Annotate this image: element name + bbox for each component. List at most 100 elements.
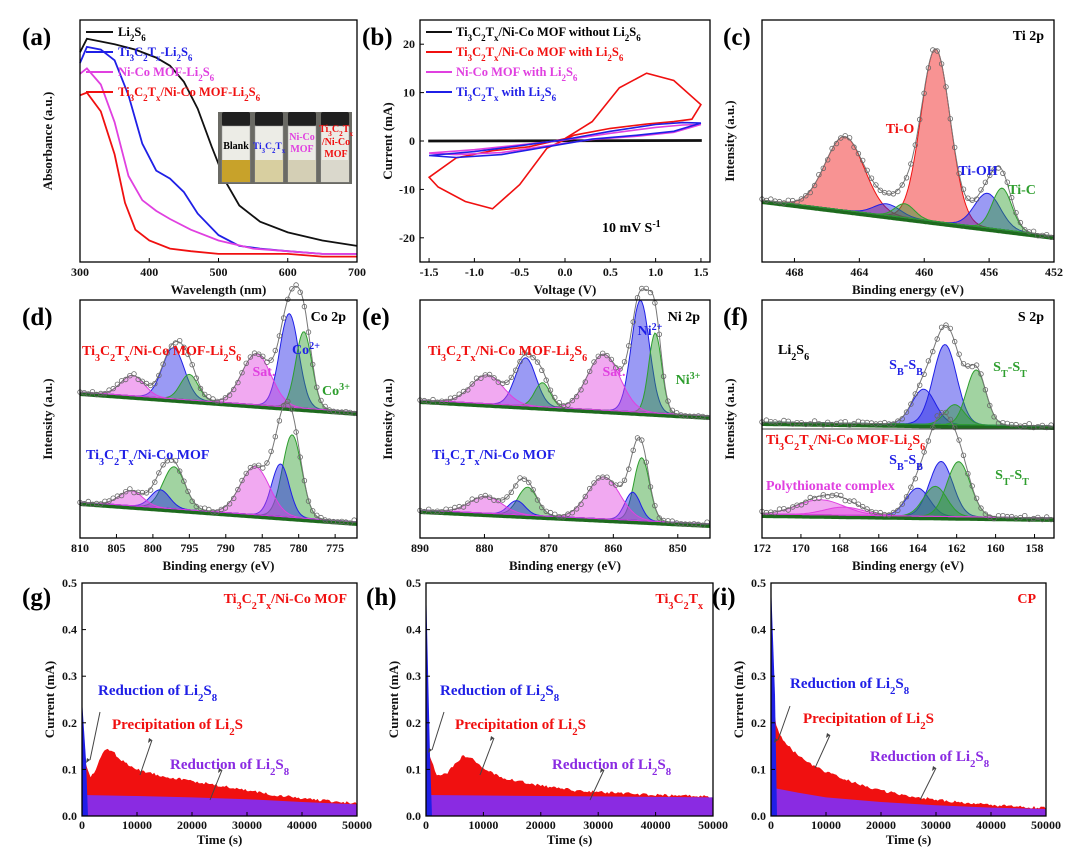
s2p-top-data-point bbox=[956, 351, 962, 357]
precipitation-area bbox=[771, 583, 1046, 816]
ni2p-top-data-point bbox=[604, 352, 610, 359]
x-axis-label: Binding energy (eV) bbox=[852, 558, 964, 573]
s2p-top-data-point bbox=[890, 421, 897, 427]
x-tick-label: -1.0 bbox=[465, 265, 484, 279]
panel-label: (e) bbox=[362, 304, 390, 331]
co2p-top-data-point bbox=[110, 385, 116, 392]
ni2p-top-data-point bbox=[530, 354, 536, 361]
ti2p-data-point bbox=[864, 167, 870, 173]
annotation-arrow bbox=[814, 734, 831, 769]
x-tick-label: 810 bbox=[71, 541, 89, 555]
ti2p-data-point bbox=[973, 196, 980, 202]
panel-b: -1.5 -1.0 -0.5 0.0 0.5 1.0 1.5 -20 -10 0 10 20 Volta… bbox=[362, 24, 708, 297]
spectrum-title: Ni 2p bbox=[668, 310, 701, 325]
co2p-top-data-point bbox=[206, 394, 212, 400]
spectrum-label: Li2S6 bbox=[778, 343, 809, 363]
ti2p-data-point bbox=[1004, 179, 1010, 185]
ti2p-data-point bbox=[807, 189, 813, 196]
s2p-bottom-data-point bbox=[1017, 514, 1024, 521]
y-axis-label: Intensity (a.u.) bbox=[722, 100, 737, 181]
co2p-top-data-point bbox=[197, 385, 204, 392]
ti2p-data-point bbox=[825, 157, 831, 163]
s2p-top-data-point bbox=[978, 371, 984, 377]
co2p-bottom-data-point bbox=[230, 495, 237, 502]
x-axis-label: Binding energy (eV) bbox=[509, 558, 621, 573]
x-tick-label: 452 bbox=[1045, 265, 1063, 279]
co2p-bottom-data-point bbox=[210, 509, 216, 515]
s2p-bottom-data-point bbox=[895, 507, 901, 514]
s2p-bottom-data-point bbox=[917, 464, 923, 470]
y-axis-label: Intensity (a.u.) bbox=[40, 378, 55, 459]
s2p-top-data-point bbox=[973, 362, 980, 368]
ni2p-bottom-data-point bbox=[508, 489, 514, 495]
peak-label: Co2+ bbox=[292, 341, 320, 359]
ni2p-top-data-point bbox=[504, 379, 510, 385]
s2p-bottom-data-point bbox=[921, 449, 927, 455]
reduction-area-base bbox=[771, 783, 1046, 816]
x-tick-label: 1.5 bbox=[693, 265, 708, 279]
ti2p-data-point bbox=[873, 182, 879, 188]
ni2p-bottom-data-point bbox=[521, 476, 528, 482]
y-axis-label: Intensity (a.u.) bbox=[380, 378, 395, 459]
reduction-area-base bbox=[82, 795, 357, 816]
vial-liquid bbox=[222, 160, 250, 182]
reduction-spike bbox=[426, 583, 432, 816]
co2p-top-data-point bbox=[330, 408, 337, 414]
panel-d-frame bbox=[79, 299, 358, 539]
panel-label: (i) bbox=[712, 584, 736, 611]
annotation-reduction-li2s8: Reduction of Li2S8 bbox=[98, 683, 218, 704]
spectrum-label: Ti3C2Tx/Ni-Co MOF-Li2S6 bbox=[766, 433, 925, 453]
s2p-bottom-data-point bbox=[965, 471, 971, 477]
co2p-top-data-point bbox=[322, 403, 328, 410]
ni2p-top-data-point bbox=[600, 350, 606, 356]
ni2p-top-data-point bbox=[486, 371, 493, 378]
spectrum-label: Ti3C2Tx/Ni-Co MOF-Li2S6 bbox=[82, 344, 241, 364]
s2p-top-data-point bbox=[991, 414, 997, 420]
annotation-arrow bbox=[919, 767, 937, 801]
co2p-top-data-point bbox=[239, 370, 245, 376]
s2p-top-data-point bbox=[825, 419, 831, 425]
legend-entry: Ni-Co MOF-Li2S6 bbox=[118, 65, 215, 83]
s2p-top-data-point bbox=[982, 387, 989, 393]
scan-rate-annotation: 10 mV S-1 bbox=[602, 219, 661, 237]
x-tick-label: 160 bbox=[987, 541, 1005, 555]
reduction-spike bbox=[82, 699, 88, 816]
x-tick-label: 30000 bbox=[921, 818, 951, 832]
annotation-arrowhead bbox=[490, 736, 494, 741]
series-title: Ti3C2Tx/Ni-Co MOF bbox=[224, 592, 347, 612]
y-tick-label: 0.5 bbox=[406, 576, 421, 590]
annotation-arrowhead bbox=[600, 768, 604, 773]
peak-label: ST-ST bbox=[995, 468, 1029, 488]
annotation-reduction-li2s8: Reduction of Li2S8 bbox=[790, 676, 910, 697]
annotation-arrowhead bbox=[148, 738, 152, 743]
annotation-arrowhead bbox=[932, 766, 936, 771]
x-tick-label: 870 bbox=[540, 541, 558, 555]
ti2p-data-point bbox=[838, 135, 844, 141]
panel-label: (a) bbox=[22, 24, 51, 51]
s2p-bottom-data-point bbox=[973, 495, 980, 501]
co2p-bottom-data-point bbox=[135, 489, 141, 495]
s2p-bottom-peak bbox=[762, 506, 1054, 519]
x-axis-label: Binding energy (eV) bbox=[852, 282, 964, 297]
y-tick-label: 0.3 bbox=[406, 669, 421, 683]
series-title: CP bbox=[1017, 592, 1036, 607]
x-tick-label: 700 bbox=[348, 265, 366, 279]
ni2p-bottom-data-point bbox=[700, 522, 706, 528]
co2p-top-data-point bbox=[164, 350, 170, 356]
panel-f: 172 170 168 166 164 162 160 158 Binding energy (… bbox=[722, 304, 1054, 573]
s2p-top-data-point bbox=[811, 418, 818, 424]
ni2p-top-data-point bbox=[491, 375, 497, 381]
y-tick-label: 0.3 bbox=[751, 669, 766, 683]
precipitation-area bbox=[82, 699, 357, 816]
ni2p-bottom-data-point bbox=[669, 518, 675, 524]
ni2p-top-data-point bbox=[547, 387, 554, 393]
s2p-top-background bbox=[762, 422, 1054, 430]
ni2p-bottom-data-point bbox=[560, 514, 567, 520]
vial-cap bbox=[288, 112, 316, 126]
panel-e: 890 880 870 860 850 Binding energy (eV) Intens… bbox=[362, 285, 711, 573]
ni2p-bottom-data-point bbox=[604, 474, 610, 480]
ni2p-bottom-data-point bbox=[573, 506, 580, 512]
x-tick-label: 790 bbox=[217, 541, 235, 555]
ni2p-bottom-data-point bbox=[500, 497, 506, 503]
ti2p-data-point bbox=[829, 145, 835, 152]
